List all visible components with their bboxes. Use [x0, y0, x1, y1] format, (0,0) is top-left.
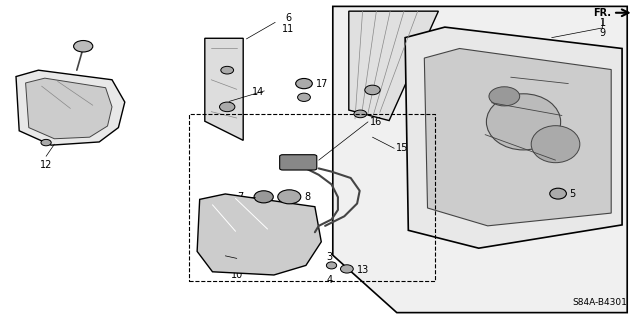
Ellipse shape: [74, 41, 93, 52]
Ellipse shape: [354, 110, 367, 118]
Text: 8: 8: [304, 192, 310, 202]
Ellipse shape: [326, 262, 337, 269]
Text: 12: 12: [40, 160, 52, 169]
Ellipse shape: [489, 87, 520, 106]
Bar: [189, 114, 435, 281]
Text: 4: 4: [326, 275, 333, 285]
Polygon shape: [16, 70, 125, 145]
Polygon shape: [333, 6, 627, 313]
Text: 15: 15: [396, 143, 408, 153]
Text: 6: 6: [285, 12, 291, 23]
Text: S84A-B4301: S84A-B4301: [572, 298, 627, 307]
Text: 11: 11: [282, 24, 294, 34]
Text: 17: 17: [316, 78, 328, 89]
Text: 3: 3: [326, 252, 333, 262]
Text: 10: 10: [230, 270, 243, 279]
Text: 16: 16: [370, 117, 382, 127]
Text: FR.: FR.: [593, 8, 611, 18]
Ellipse shape: [41, 139, 51, 146]
Text: 2: 2: [234, 248, 240, 258]
Polygon shape: [26, 78, 112, 139]
Text: 1: 1: [600, 18, 606, 28]
Ellipse shape: [531, 126, 580, 163]
Ellipse shape: [340, 265, 353, 273]
Text: 5: 5: [570, 189, 576, 199]
Ellipse shape: [220, 102, 235, 112]
Text: 7: 7: [237, 192, 243, 202]
Ellipse shape: [365, 85, 380, 95]
Polygon shape: [349, 11, 438, 121]
Polygon shape: [197, 194, 321, 275]
Text: 9: 9: [600, 27, 606, 38]
Polygon shape: [424, 48, 611, 226]
Text: 13: 13: [357, 264, 369, 275]
Ellipse shape: [296, 78, 312, 89]
Polygon shape: [405, 27, 622, 248]
Ellipse shape: [254, 191, 273, 203]
Polygon shape: [205, 38, 243, 140]
FancyBboxPatch shape: [280, 155, 317, 170]
Ellipse shape: [486, 94, 561, 150]
Ellipse shape: [550, 188, 566, 199]
Ellipse shape: [221, 66, 234, 74]
Text: 14: 14: [252, 87, 264, 97]
Ellipse shape: [298, 93, 310, 101]
Ellipse shape: [278, 190, 301, 204]
